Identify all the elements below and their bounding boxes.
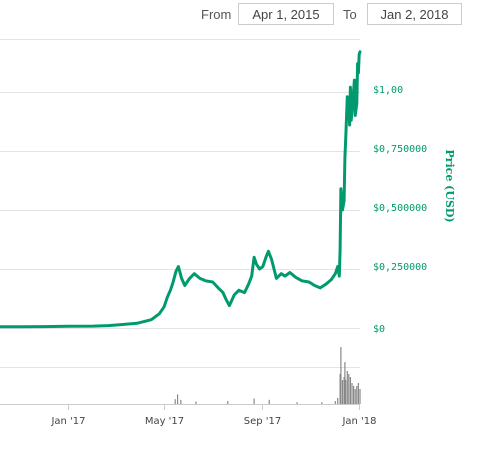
volume-bar-12	[340, 347, 342, 404]
volume-bar-15	[344, 362, 346, 404]
to-date-input[interactable]	[367, 3, 462, 25]
volume-bar-24	[357, 383, 359, 404]
volume-bar-8	[321, 402, 323, 404]
volume-bar-1	[177, 394, 179, 404]
volume-bar-7	[296, 402, 298, 404]
volume-bar-6	[268, 399, 270, 404]
from-date-input[interactable]	[238, 3, 334, 25]
volume-bar-2	[180, 399, 182, 404]
volume-bar-23	[356, 386, 358, 404]
x-tick-label-0: Jan '17	[50, 416, 85, 427]
range-selector: From To	[0, 0, 484, 32]
volume-bar-20	[351, 383, 353, 404]
volume-bar-17	[346, 371, 348, 404]
volume-bar-13	[341, 380, 344, 404]
volume-bar-19	[349, 377, 351, 404]
x-tick-label-2: Sep '17	[244, 416, 282, 427]
x-tick-label-3: Jan '18	[341, 416, 376, 427]
volume-bar-14	[343, 377, 345, 404]
y-axis-title: Price (USD)	[443, 149, 456, 222]
grid	[0, 39, 360, 405]
y-tick-label-1: $0,250000	[373, 262, 427, 273]
volume-bar-25	[359, 389, 361, 404]
y-tick-label-2: $0,500000	[373, 203, 427, 214]
y-tick-label-0: $0	[373, 324, 385, 335]
to-label: To	[343, 7, 357, 22]
volume-bar-5	[253, 398, 255, 404]
volume-bar-9	[334, 401, 336, 404]
volume-bar-21	[353, 386, 355, 404]
volume-bar-16	[345, 380, 347, 404]
volume-bar-18	[348, 374, 350, 404]
volume-bar-0	[174, 399, 176, 404]
y-tick-label-3: $0,750000	[373, 144, 427, 155]
volume-bars	[174, 347, 361, 404]
volume-bar-3	[195, 401, 197, 404]
y-axis-ticks: $0 $0,250000 $0,500000 $0,750000 $1,00	[373, 85, 427, 335]
y-tick-label-4: $1,00	[373, 85, 403, 96]
x-axis-ticks: Jan '17 May '17 Sep '17 Jan '18	[50, 404, 377, 427]
from-label: From	[201, 7, 232, 22]
x-tick-label-1: May '17	[145, 416, 184, 427]
price-line	[0, 50, 362, 329]
volume-bar-22	[354, 389, 356, 404]
volume-bar-4	[227, 401, 229, 404]
volume-bar-10	[337, 398, 339, 404]
volume-bar-11	[339, 374, 341, 404]
